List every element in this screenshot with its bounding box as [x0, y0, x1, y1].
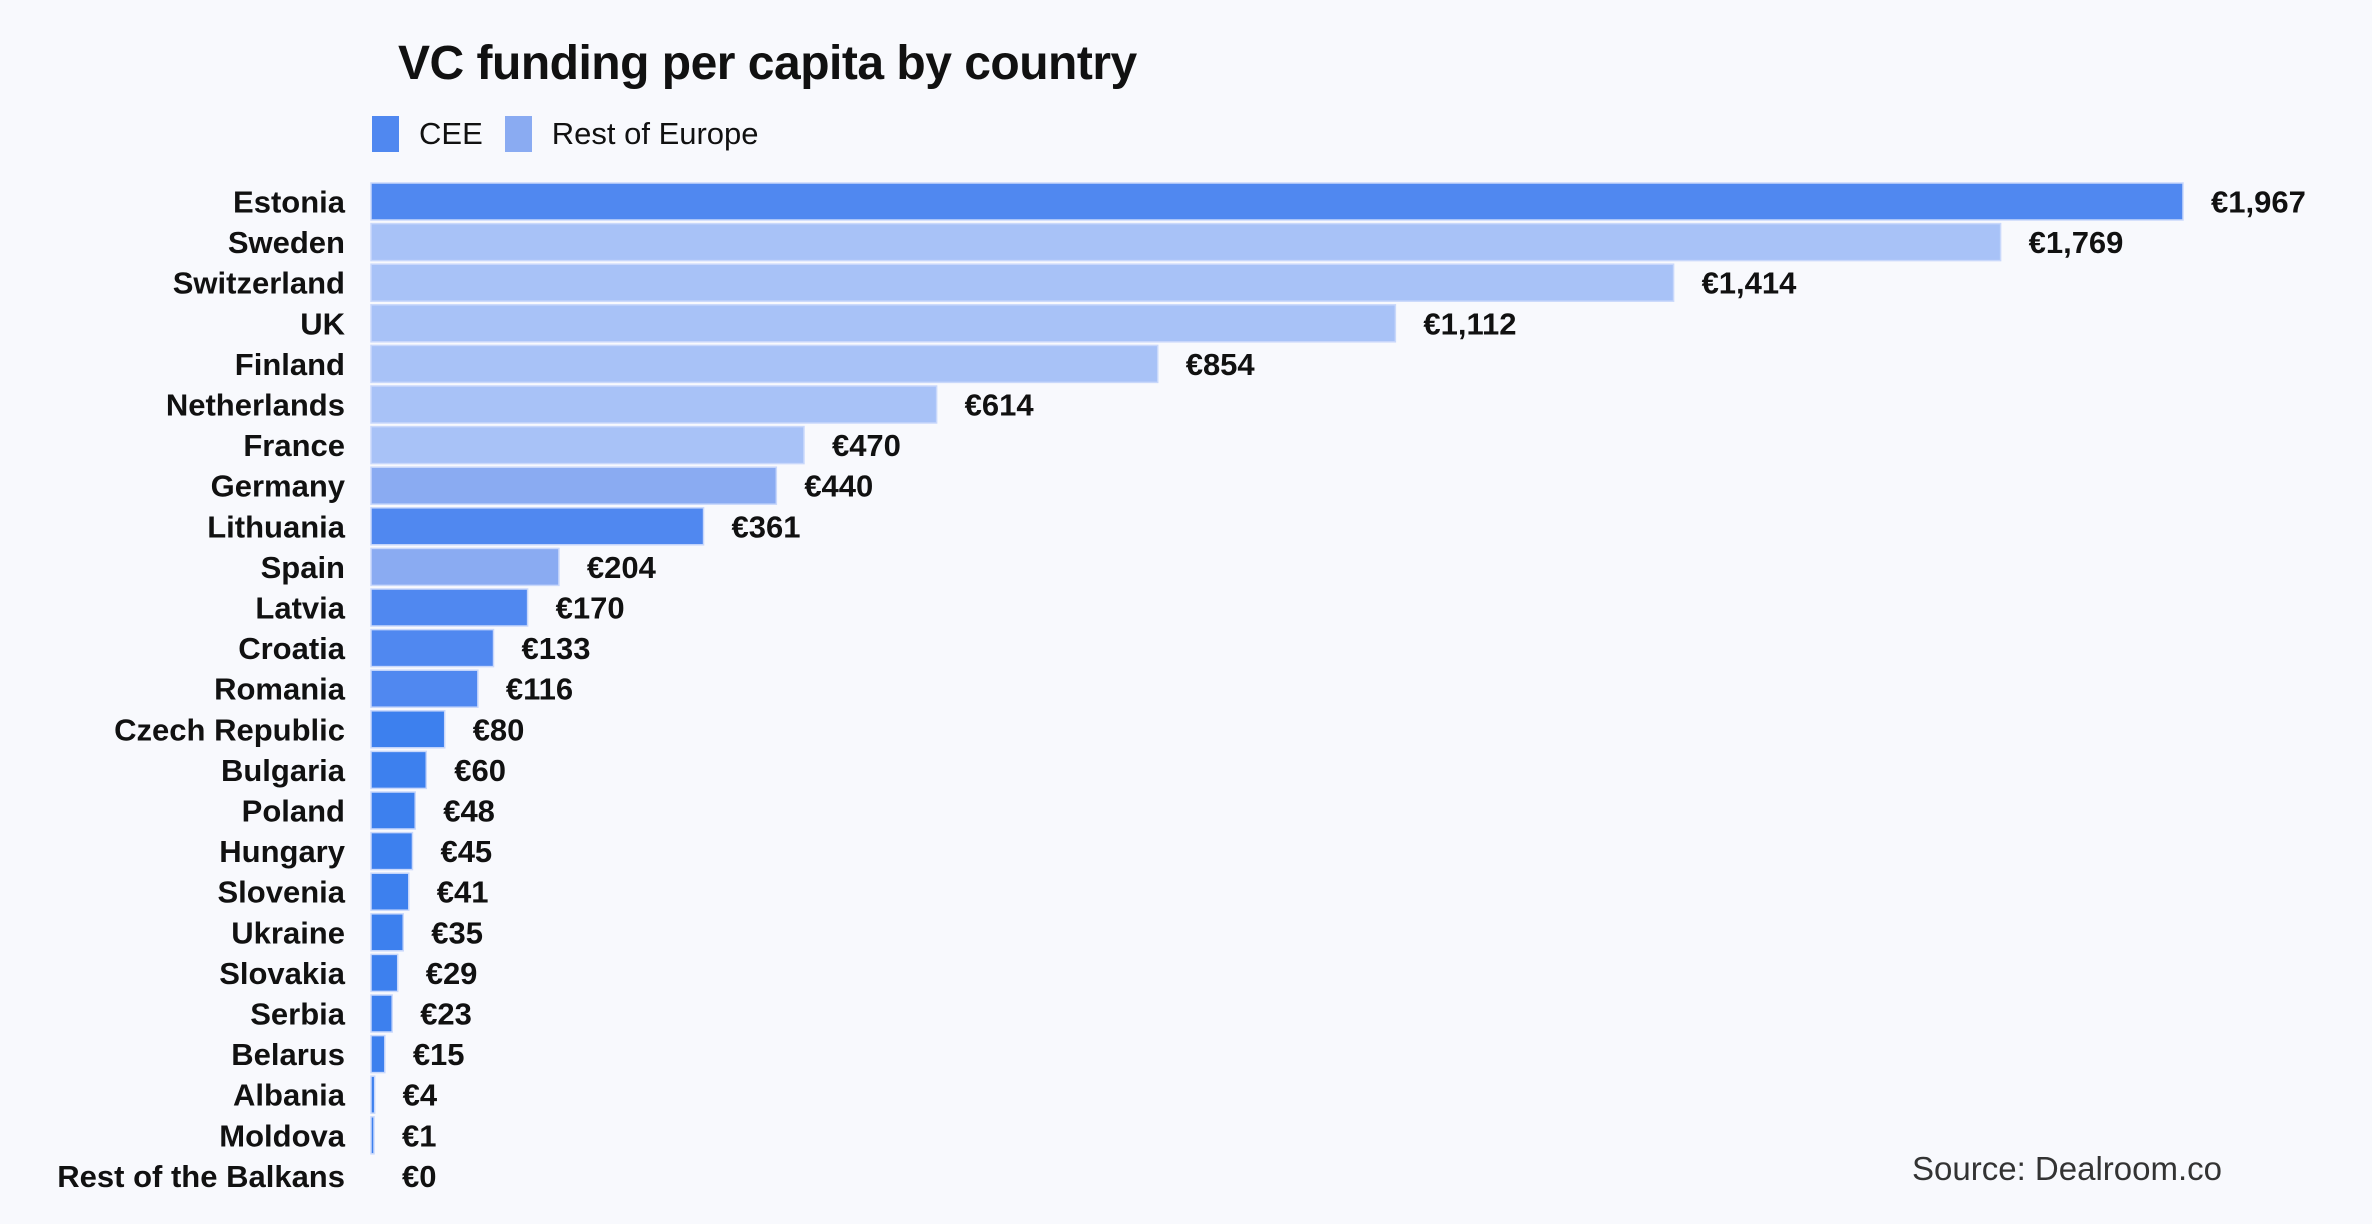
category-label-estonia: Estonia [233, 185, 346, 220]
bar-hungary [370, 831, 414, 871]
category-label-czech-republic: Czech Republic [114, 712, 345, 747]
value-label-finland: €854 [1186, 347, 1256, 382]
value-label-hungary: €45 [440, 834, 492, 869]
value-label-czech-republic: €80 [473, 712, 525, 747]
bar-bulgaria [370, 750, 428, 790]
category-label-moldova: Moldova [219, 1118, 345, 1153]
value-label-spain: €204 [587, 550, 657, 585]
bar-lithuania [370, 507, 705, 546]
value-label-slovenia: €41 [437, 875, 489, 910]
category-label-rest-of-the-balkans: Rest of the Balkans [57, 1159, 345, 1194]
bar-poland [370, 791, 416, 830]
bar-estonia [370, 182, 2184, 221]
category-label-hungary: Hungary [219, 834, 346, 869]
value-label-albania: €4 [403, 1078, 438, 1113]
value-label-switzerland: €1,414 [1702, 266, 1798, 301]
category-label-sweden: Sweden [228, 225, 345, 260]
category-label-finland: Finland [235, 347, 345, 382]
category-label-croatia: Croatia [238, 631, 346, 666]
value-label-uk: €1,112 [1423, 306, 1516, 341]
category-label-lithuania: Lithuania [207, 509, 346, 544]
value-label-ukraine: €35 [431, 915, 483, 950]
bar-moldova [370, 1116, 375, 1155]
value-label-moldova: €1 [402, 1118, 436, 1153]
category-label-poland: Poland [242, 794, 345, 829]
category-label-albania: Albania [233, 1078, 346, 1113]
bar-belarus [370, 1034, 386, 1074]
value-label-sweden: €1,769 [2029, 225, 2124, 260]
bar-albania [370, 1075, 376, 1114]
category-label-ukraine: Ukraine [231, 915, 345, 950]
bar-slovenia [370, 872, 410, 911]
legend-item-cee: CEE [372, 116, 483, 152]
bar-france [370, 425, 805, 465]
category-label-uk: UK [300, 306, 345, 341]
category-label-germany: Germany [211, 469, 346, 504]
category-label-belarus: Belarus [231, 1037, 345, 1072]
category-label-romania: Romania [214, 672, 346, 707]
bar-ukraine [370, 913, 404, 952]
category-label-switzerland: Switzerland [173, 266, 345, 301]
value-label-croatia: €133 [522, 631, 591, 666]
bar-uk [370, 304, 1397, 343]
bar-romania [370, 669, 479, 708]
legend: CEE Rest of Europe [372, 116, 781, 152]
category-label-slovenia: Slovenia [218, 875, 346, 910]
category-label-latvia: Latvia [255, 591, 345, 626]
value-label-bulgaria: €60 [454, 753, 506, 788]
category-label-spain: Spain [261, 550, 345, 585]
bar-switzerland [370, 263, 1675, 302]
bar-spain [370, 547, 560, 587]
legend-swatch-cee [372, 116, 399, 152]
bar-latvia [370, 588, 529, 627]
value-label-belarus: €15 [413, 1037, 465, 1072]
value-label-slovakia: €29 [426, 956, 478, 991]
bar-netherlands [370, 385, 938, 424]
value-label-estonia: €1,967 [2211, 185, 2306, 220]
legend-item-rest-of-europe: Rest of Europe [504, 116, 759, 152]
bar-czech-republic [370, 710, 446, 749]
legend-swatch-rest-of-europe [504, 116, 532, 152]
value-label-lithuania: €361 [732, 509, 801, 544]
chart-title: VC funding per capita by country [398, 37, 1137, 90]
category-label-slovakia: Slovakia [219, 956, 346, 991]
source-note: Source: Dealroom.co [1912, 1150, 2222, 1187]
value-label-romania: €116 [506, 672, 573, 707]
legend-label-cee: CEE [419, 116, 483, 151]
bar-finland [370, 344, 1159, 384]
value-label-rest-of-the-balkans: €0 [402, 1159, 436, 1194]
bar-croatia [370, 628, 495, 668]
category-label-serbia: Serbia [250, 997, 346, 1032]
bar-sweden [370, 222, 2002, 262]
category-label-france: France [243, 428, 345, 463]
category-label-bulgaria: Bulgaria [221, 753, 346, 788]
value-label-france: €470 [832, 428, 901, 463]
value-label-serbia: €23 [420, 997, 472, 1032]
value-label-poland: €48 [443, 794, 495, 829]
value-label-netherlands: €614 [965, 388, 1035, 423]
category-label-netherlands: Netherlands [166, 388, 345, 423]
value-label-germany: €440 [804, 469, 873, 504]
bar-germany [370, 466, 778, 505]
bar-slovakia [370, 953, 399, 993]
bar-serbia [370, 994, 393, 1033]
value-label-latvia: €170 [556, 591, 625, 626]
legend-label-rest-of-europe: Rest of Europe [551, 116, 759, 151]
